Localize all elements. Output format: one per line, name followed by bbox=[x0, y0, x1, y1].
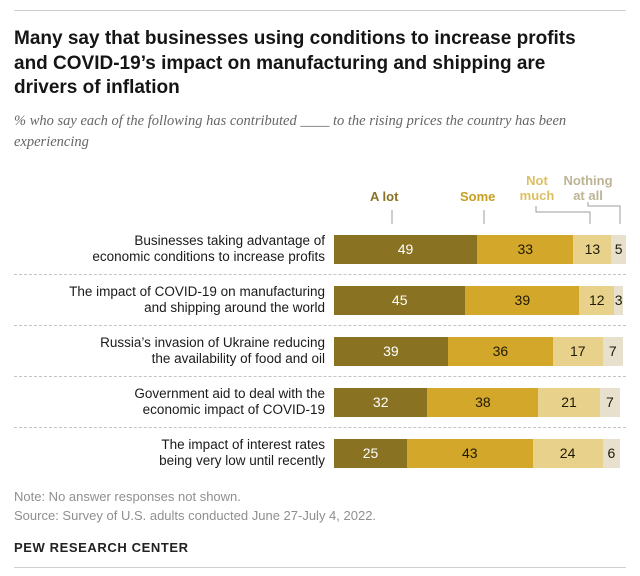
source-line: Source: Survey of U.S. adults conducted … bbox=[14, 508, 377, 524]
bar-segment-some: 38 bbox=[427, 387, 539, 417]
legend-label-nothing-at-all: Nothing at all bbox=[563, 173, 613, 203]
bar-segment-nothing-at-all: 5 bbox=[611, 234, 626, 264]
bar-segment-nothing-at-all: 6 bbox=[602, 438, 621, 468]
bar-segment-some: 43 bbox=[407, 438, 533, 468]
bar-segment-nothing-at-all: 7 bbox=[599, 387, 621, 417]
legend-connector-lines bbox=[391, 202, 621, 225]
chart-row: Russia’s invasion of Ukraine reducing th… bbox=[14, 326, 626, 378]
legend-label-a-lot: A lot bbox=[370, 189, 399, 205]
bar-segment-not-much: 24 bbox=[532, 438, 603, 468]
bar-segment-a-lot: 25 bbox=[334, 438, 407, 468]
chart-row: Government aid to deal with the economic… bbox=[14, 377, 626, 429]
bar-segment-a-lot: 49 bbox=[334, 234, 478, 264]
chart-row: The impact of interest rates being very … bbox=[14, 428, 626, 478]
bar-track: 49 33 13 5 bbox=[334, 234, 626, 264]
chart-row: The impact of COVID-19 on manufacturing … bbox=[14, 275, 626, 327]
chart-notes: Note: No answer responses not shown. Sou… bbox=[14, 488, 626, 526]
bar-segment-some: 39 bbox=[465, 285, 580, 315]
bar-segment-not-much: 17 bbox=[552, 336, 603, 366]
chart-rows: Businesses taking advantage of economic … bbox=[14, 224, 626, 478]
bar-segment-nothing-at-all: 3 bbox=[614, 285, 624, 315]
inflation-drivers-stacked-bar-chart: A lot Some Not much Nothing at all Busin… bbox=[14, 160, 626, 478]
bar-segment-a-lot: 45 bbox=[334, 285, 466, 315]
bar-segment-a-lot: 32 bbox=[334, 387, 428, 417]
pew-research-center-wordmark: PEW RESEARCH CENTER bbox=[14, 539, 189, 555]
row-label: Russia’s invasion of Ukraine reducing th… bbox=[100, 335, 325, 367]
chart-legend: A lot Some Not much Nothing at all bbox=[334, 160, 626, 225]
bar-segment-nothing-at-all: 7 bbox=[602, 336, 624, 366]
top-divider bbox=[14, 10, 626, 11]
bar-track: 25 43 24 6 bbox=[334, 438, 626, 468]
chart-row: Businesses taking advantage of economic … bbox=[14, 224, 626, 276]
bottom-divider bbox=[14, 566, 626, 568]
legend-label-some: Some bbox=[460, 189, 496, 205]
bar-segment-not-much: 21 bbox=[538, 387, 600, 417]
bar-segment-some: 33 bbox=[477, 234, 574, 264]
bar-segment-not-much: 12 bbox=[579, 285, 615, 315]
chart-subtitle: % who say each of the following has cont… bbox=[14, 113, 567, 150]
row-label: Government aid to deal with the economic… bbox=[134, 386, 325, 418]
row-label: The impact of COVID-19 on manufacturing … bbox=[69, 284, 325, 316]
row-label: Businesses taking advantage of economic … bbox=[92, 233, 325, 265]
bar-segment-some: 36 bbox=[447, 336, 553, 366]
bar-track: 32 38 21 7 bbox=[334, 387, 626, 417]
page-title: Many say that businesses using condition… bbox=[14, 28, 576, 99]
legend-label-not-much: Not much bbox=[519, 173, 555, 203]
row-label: The impact of interest rates being very … bbox=[159, 437, 325, 469]
bar-track: 45 39 12 3 bbox=[334, 285, 626, 315]
bar-segment-not-much: 13 bbox=[573, 234, 612, 264]
bar-track: 39 36 17 7 bbox=[334, 336, 626, 366]
note-line: Note: No answer responses not shown. bbox=[14, 489, 241, 505]
bar-segment-a-lot: 39 bbox=[334, 336, 448, 366]
